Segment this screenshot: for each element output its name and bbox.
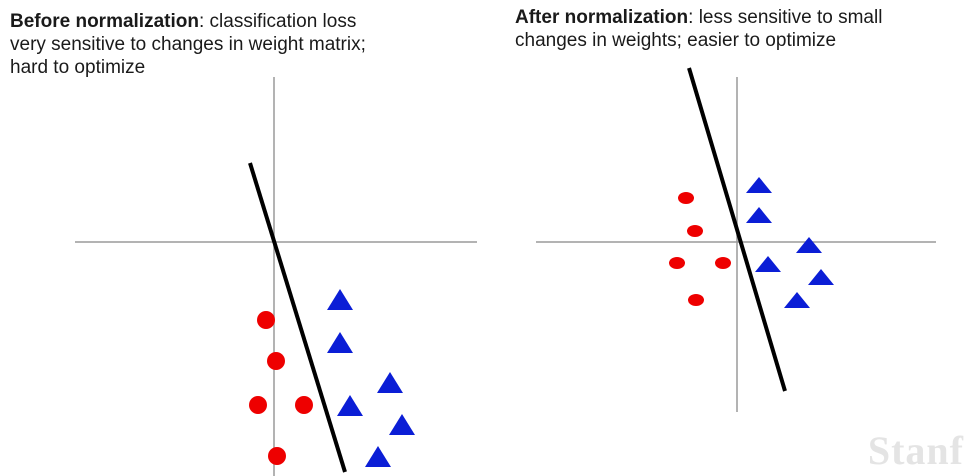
red-circle xyxy=(268,447,286,465)
red-circle xyxy=(678,192,694,204)
blue-triangle xyxy=(784,292,810,308)
caption-separator: : xyxy=(198,11,210,32)
blue-triangle xyxy=(389,414,415,435)
after-normalization-title: After normalization xyxy=(515,7,689,28)
before-normalization-caption: Before normalization: classification los… xyxy=(10,10,470,79)
caption-line-1: less sensitive to small xyxy=(698,7,883,28)
red-circle xyxy=(715,257,731,269)
blue-triangle xyxy=(746,177,772,193)
blue-triangle xyxy=(337,395,363,416)
caption-line-1: classification loss xyxy=(209,11,357,32)
blue-triangle xyxy=(746,207,772,223)
blue-triangle xyxy=(796,237,822,253)
before-normalization-title: Before normalization xyxy=(10,11,199,32)
caption-line-2: changes in weights; easier to optimize xyxy=(515,30,837,51)
blue-triangle xyxy=(327,332,353,353)
after-plot xyxy=(536,67,936,412)
decision-boundary xyxy=(687,67,787,392)
blue-triangle xyxy=(377,372,403,393)
red-circle xyxy=(688,294,704,306)
blue-triangle xyxy=(327,289,353,310)
red-circle xyxy=(687,225,703,237)
red-circle xyxy=(295,396,313,414)
blue-triangles xyxy=(746,177,834,308)
caption-line-3: hard to optimize xyxy=(10,57,146,78)
caption-line-2: very sensitive to changes in weight matr… xyxy=(10,34,366,55)
red-circle xyxy=(249,396,267,414)
red-circle xyxy=(669,257,685,269)
stanford-watermark: Stanf xyxy=(867,428,964,473)
before-plot xyxy=(75,77,477,476)
blue-triangles xyxy=(327,289,415,467)
red-circle xyxy=(267,352,285,370)
red-circle xyxy=(257,311,275,329)
after-normalization-caption: After normalization: less sensitive to s… xyxy=(515,6,965,52)
blue-triangle xyxy=(365,446,391,467)
blue-triangle xyxy=(755,256,781,272)
caption-separator: : xyxy=(688,7,699,28)
red-circles xyxy=(669,192,731,306)
decision-boundary xyxy=(248,162,347,473)
blue-triangle xyxy=(808,269,834,285)
red-circles xyxy=(249,311,313,465)
